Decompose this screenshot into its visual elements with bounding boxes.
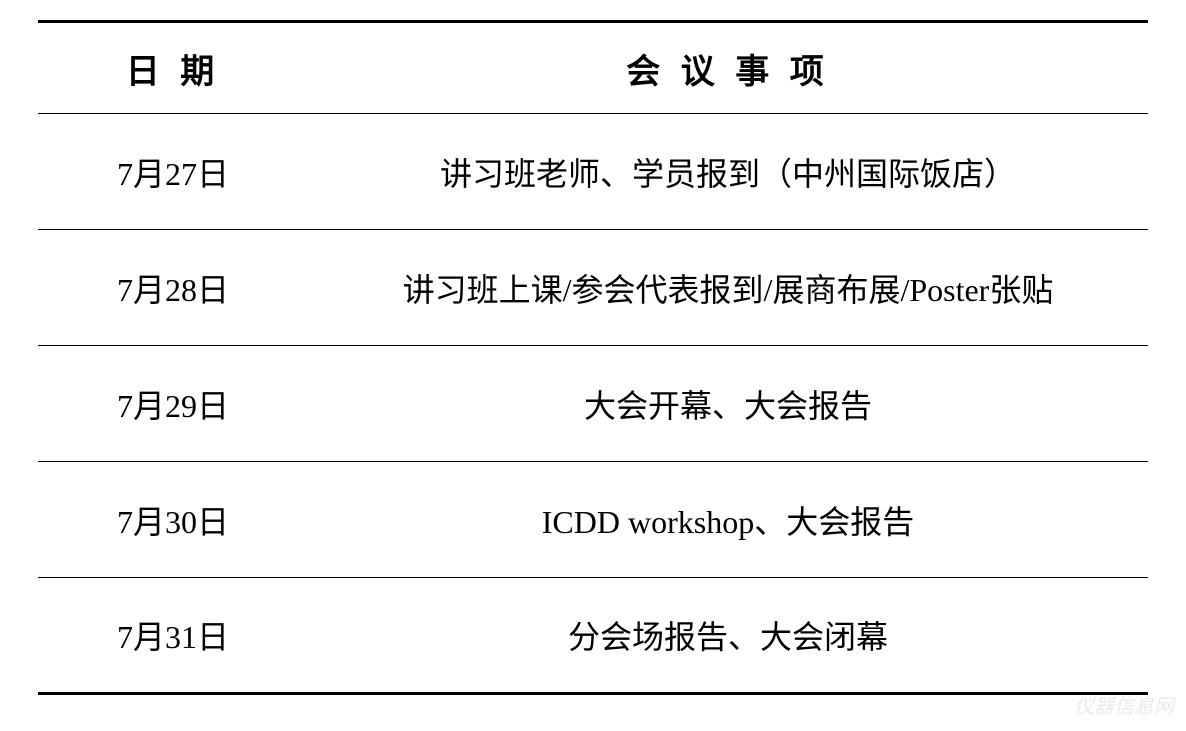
cell-desc: 分会场报告、大会闭幕 <box>308 578 1148 694</box>
table-header-row: 日 期 会 议 事 项 <box>38 22 1148 114</box>
cell-date: 7月30日 <box>38 462 308 578</box>
cell-desc: 讲习班上课/参会代表报到/展商布展/Poster张贴 <box>308 230 1148 346</box>
column-header-desc: 会 议 事 项 <box>308 22 1148 114</box>
cell-date: 7月28日 <box>38 230 308 346</box>
cell-desc: 讲习班老师、学员报到（中州国际饭店） <box>308 114 1148 230</box>
cell-date: 7月31日 <box>38 578 308 694</box>
column-header-date: 日 期 <box>38 22 308 114</box>
table-row: 7月30日 ICDD workshop、大会报告 <box>38 462 1148 578</box>
cell-desc: 大会开幕、大会报告 <box>308 346 1148 462</box>
table-row: 7月27日 讲习班老师、学员报到（中州国际饭店） <box>38 114 1148 230</box>
cell-date: 7月29日 <box>38 346 308 462</box>
table-row: 7月31日 分会场报告、大会闭幕 <box>38 578 1148 694</box>
table-row: 7月29日 大会开幕、大会报告 <box>38 346 1148 462</box>
schedule-table: 日 期 会 议 事 项 7月27日 讲习班老师、学员报到（中州国际饭店） 7月2… <box>38 20 1148 695</box>
cell-desc: ICDD workshop、大会报告 <box>308 462 1148 578</box>
cell-date: 7月27日 <box>38 114 308 230</box>
table-row: 7月28日 讲习班上课/参会代表报到/展商布展/Poster张贴 <box>38 230 1148 346</box>
